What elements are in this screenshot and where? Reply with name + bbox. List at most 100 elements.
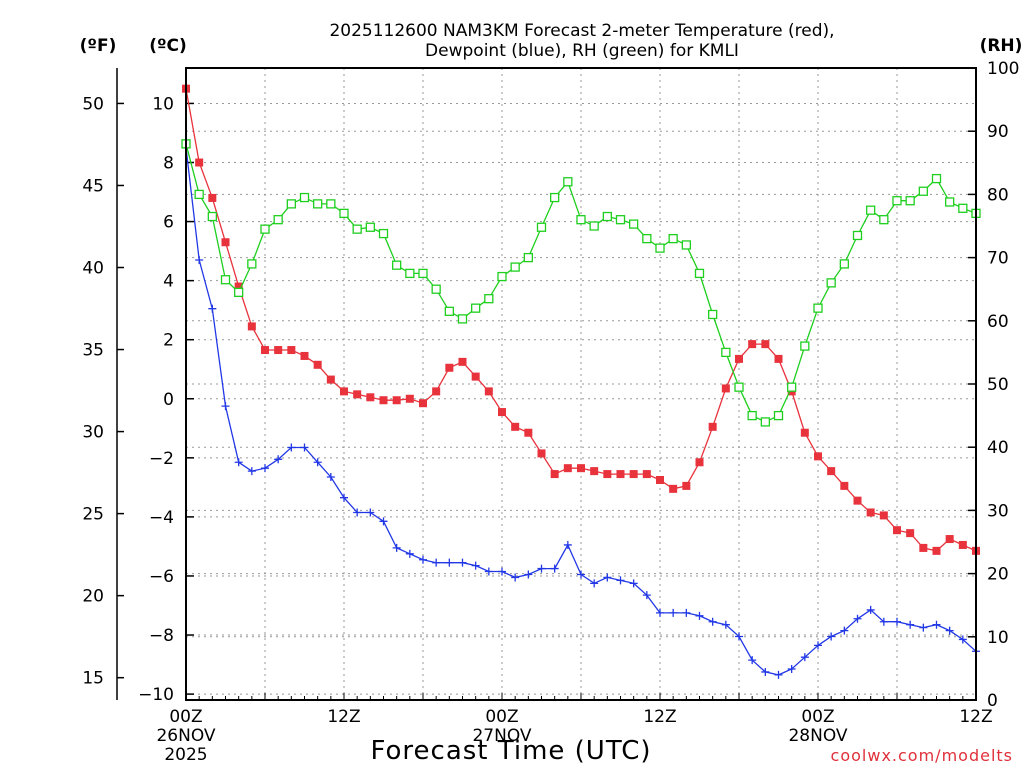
rh-tick-label: 20 bbox=[987, 565, 1009, 585]
dewpoint-point bbox=[524, 570, 533, 579]
rh-point bbox=[892, 196, 902, 206]
dewpoint-point bbox=[642, 591, 651, 600]
rh-point bbox=[365, 222, 375, 232]
temperature-point bbox=[840, 481, 849, 490]
dewpoint-point bbox=[221, 402, 230, 411]
fahrenheit-unit-label: (ºF) bbox=[80, 36, 117, 56]
temperature-point bbox=[419, 399, 427, 408]
dewpoint-point bbox=[695, 611, 704, 620]
rh-point bbox=[313, 199, 323, 209]
temperature-point bbox=[642, 470, 651, 479]
dewpoint-point bbox=[392, 543, 401, 552]
fahrenheit-tick-label: 25 bbox=[82, 505, 104, 525]
dewpoint-point bbox=[195, 255, 204, 264]
temperature-point bbox=[511, 422, 520, 431]
rh-point bbox=[852, 230, 863, 241]
dewpoint-point bbox=[682, 608, 691, 617]
dewpoint-point bbox=[287, 443, 296, 452]
temperature-point bbox=[616, 470, 625, 479]
rh-point bbox=[563, 177, 573, 187]
rh-point bbox=[747, 410, 757, 421]
dewpoint-point bbox=[366, 508, 375, 517]
fahrenheit-tick-label: 30 bbox=[82, 423, 104, 443]
rh-tick-label: 100 bbox=[987, 59, 1019, 79]
rh-point bbox=[405, 268, 415, 279]
temperature-point bbox=[669, 484, 678, 493]
celsius-tick-label: 2 bbox=[163, 331, 174, 351]
dewpoint-point bbox=[537, 564, 546, 573]
celsius-tick-label: 6 bbox=[163, 213, 174, 233]
rh-point bbox=[444, 306, 454, 316]
temperature-point bbox=[932, 546, 941, 555]
temperature-point bbox=[906, 529, 915, 538]
rh-point bbox=[457, 314, 468, 324]
temperature-point bbox=[774, 354, 783, 363]
rh-tick-label: 50 bbox=[987, 375, 1009, 395]
dewpoint-point bbox=[353, 508, 362, 517]
temperature-point bbox=[603, 470, 612, 479]
rh-point bbox=[708, 309, 718, 320]
temperature-point bbox=[313, 360, 322, 369]
temperature-point bbox=[524, 428, 533, 437]
chart-title-line1: 2025112600 NAM3KM Forecast 2-meter Tempe… bbox=[329, 21, 834, 41]
dewpoint-point bbox=[603, 573, 612, 582]
plot-frame bbox=[185, 67, 977, 701]
rh-tick-label: 10 bbox=[987, 628, 1009, 648]
dewpoint-point bbox=[919, 623, 928, 632]
temperature-point bbox=[958, 540, 967, 549]
dewpoint-point bbox=[340, 493, 348, 502]
fahrenheit-tick-label: 50 bbox=[82, 94, 104, 114]
dewpoint-point bbox=[669, 608, 678, 617]
rh-point bbox=[655, 243, 665, 253]
rh-point bbox=[378, 228, 389, 239]
temperature-point bbox=[208, 193, 217, 202]
time-tick-label: 00Z bbox=[801, 707, 834, 727]
dewpoint-point bbox=[748, 656, 757, 665]
rh-point bbox=[800, 341, 810, 351]
temperature-point bbox=[814, 452, 822, 461]
temperature-point bbox=[537, 449, 546, 458]
dewpoint-point bbox=[419, 555, 427, 564]
temperature-point bbox=[919, 543, 928, 552]
rh-point bbox=[629, 219, 639, 229]
rh-point bbox=[260, 224, 270, 234]
rh-point bbox=[339, 208, 349, 219]
temperature-point bbox=[708, 422, 717, 431]
rh-point bbox=[247, 259, 257, 269]
rh-point bbox=[681, 240, 691, 250]
temperature-point bbox=[432, 387, 441, 396]
temperature-point bbox=[287, 346, 296, 355]
time-tick-label: 00Z bbox=[485, 707, 518, 727]
dewpoint-point bbox=[208, 304, 217, 313]
rh-point bbox=[615, 215, 626, 225]
dewpoint-point bbox=[234, 458, 243, 467]
rh-point bbox=[484, 294, 494, 304]
rh-point bbox=[918, 186, 928, 196]
fahrenheit-tick-label: 40 bbox=[82, 259, 104, 279]
time-tick-label: 00Z bbox=[169, 707, 202, 727]
dewpoint-point bbox=[471, 561, 480, 570]
dewpoint-point bbox=[405, 549, 414, 558]
dewpoint-point bbox=[735, 632, 743, 641]
temperature-point bbox=[234, 282, 243, 291]
temperature-point bbox=[261, 346, 269, 355]
dewpoint-point bbox=[879, 617, 888, 626]
dewpoint-series bbox=[182, 143, 980, 679]
temperature-point bbox=[682, 481, 691, 490]
dewpoint-point bbox=[458, 558, 467, 567]
temperature-point bbox=[577, 464, 585, 473]
temperature-point bbox=[326, 375, 335, 384]
rh-point bbox=[392, 260, 402, 270]
rh-tick-label: 60 bbox=[987, 312, 1009, 332]
rh-point bbox=[787, 382, 797, 392]
dewpoint-point bbox=[761, 667, 770, 676]
rh-point bbox=[879, 215, 889, 225]
rh-point bbox=[602, 211, 612, 222]
temperature-point bbox=[366, 393, 375, 402]
rh-point bbox=[510, 262, 520, 272]
celsius-tick-label: −6 bbox=[149, 567, 174, 587]
credit-link[interactable]: coolwx.com/modelts bbox=[831, 746, 1013, 765]
dewpoint-point bbox=[577, 570, 585, 579]
dewpoint-point bbox=[445, 558, 454, 567]
celsius-tick-label: −10 bbox=[138, 685, 174, 705]
